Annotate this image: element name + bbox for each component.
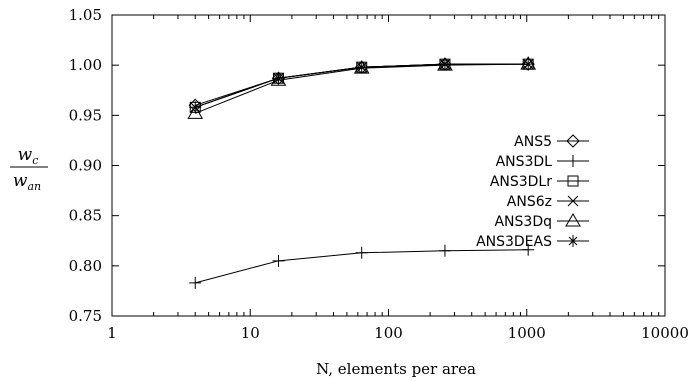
x-tick-label: 1 [107, 324, 117, 342]
svg-text:wan: wan [13, 171, 41, 193]
plus-marker [522, 243, 535, 256]
data-point [272, 72, 285, 85]
legend-entry-ans3dq: ANS3Dq [494, 213, 589, 230]
data-point [355, 61, 368, 74]
data-point [438, 58, 451, 71]
star-marker [522, 58, 535, 71]
data-point [438, 244, 451, 257]
plus-marker [272, 254, 285, 267]
y-tick-label: 1.05 [69, 6, 102, 24]
star-marker [567, 235, 579, 247]
data-point [567, 155, 579, 167]
x-axis-label: N, elements per area [316, 360, 476, 378]
data-point [522, 243, 535, 256]
x-marker [567, 195, 579, 207]
y-label-denominator-subscript: an [27, 180, 41, 193]
legend-label: ANS5 [514, 134, 552, 150]
star-marker [272, 72, 285, 85]
data-point [189, 101, 202, 114]
star-marker [438, 58, 451, 71]
plot-frame [111, 14, 666, 317]
legend-entry-ans5: ANS5 [514, 134, 589, 150]
data-point [355, 246, 368, 259]
x-tick-label: 10 [241, 324, 260, 342]
plus-marker [438, 244, 451, 257]
square-marker [567, 175, 579, 187]
legend-label: ANS3DEAS [476, 234, 552, 250]
y-label-denominator: w [13, 171, 28, 191]
y-tick-label: 1.00 [69, 56, 102, 74]
data-point [567, 235, 579, 247]
y-tick-label: 0.75 [69, 307, 102, 325]
axes: 1 10 100 1000 10000 0.75 0.80 0.85 0.90 0.95 1.00 1… [69, 6, 689, 342]
y-axis-label: wc wan [10, 145, 48, 193]
legend-entry-ans3deas: ANS3DEAS [476, 234, 589, 250]
legend-entry-ans3dl: ANS3DL [496, 154, 589, 170]
data-point [522, 58, 535, 71]
y-label-numerator-subscript: c [32, 154, 38, 167]
star-marker [189, 101, 202, 114]
plot-area [187, 56, 537, 289]
triangle-marker [187, 105, 204, 119]
data-point [272, 254, 285, 267]
y-tick-label: 0.90 [69, 157, 102, 175]
star-marker [355, 61, 368, 74]
series-ans3deas [189, 58, 535, 114]
data-point [565, 213, 581, 227]
triangle-marker [565, 213, 581, 227]
plus-marker [567, 155, 579, 167]
svg-text:wc: wc [18, 145, 39, 167]
data-point [187, 105, 204, 119]
y-tick-label: 0.95 [69, 106, 102, 124]
plus-marker [355, 246, 368, 259]
data-point [566, 134, 580, 148]
plus-marker [189, 276, 202, 289]
legend-entry-ans3dlr: ANS3DLr [490, 174, 589, 190]
series-ans3dl [189, 243, 535, 289]
x-tick-label: 1000 [508, 324, 546, 342]
data-point [567, 175, 579, 187]
x-tick-label: 10000 [641, 324, 689, 342]
legend-label: ANS3Dq [494, 214, 552, 230]
legend: ANS5 ANS3DL ANS3DLr ANS6z ANS3Dq ANS3DEAS [476, 134, 589, 250]
x-tick-label: 100 [374, 324, 403, 342]
legend-entry-ans6z: ANS6z [507, 194, 589, 210]
legend-label: ANS6z [507, 194, 552, 210]
legend-label: ANS3DL [496, 154, 553, 170]
data-point [567, 195, 579, 207]
y-label-numerator: w [18, 145, 33, 165]
y-tick-label: 0.85 [69, 207, 102, 225]
diamond-marker [566, 134, 580, 148]
data-point [189, 276, 202, 289]
y-tick-label: 0.80 [69, 257, 102, 275]
legend-label: ANS3DLr [490, 174, 552, 190]
